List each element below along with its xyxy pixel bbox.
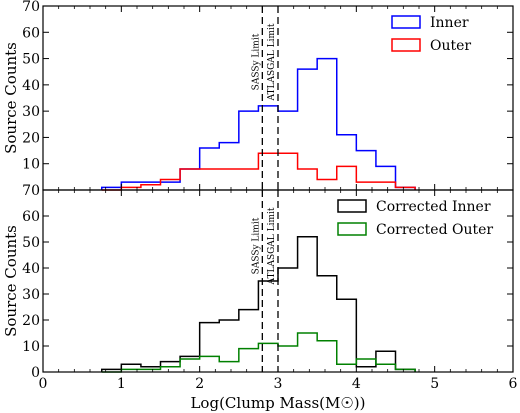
xtick-label: 5 [430, 376, 439, 392]
bottom-histogram-corrected-outer [101, 332, 416, 373]
xtick-label: 1 [117, 376, 126, 392]
top-limit-label-0: SASSy Limit [251, 33, 261, 90]
bottom-ytick-label: 40 [22, 261, 40, 277]
xtick-label: 4 [352, 376, 361, 392]
top-ytick-label: 30 [22, 104, 40, 120]
bottom-legend-label: Corrected Inner [376, 199, 491, 215]
top-legend-swatch-inner [391, 15, 421, 29]
top-histogram-outer [101, 152, 416, 191]
bottom-ytick-label: 20 [22, 313, 40, 329]
bottom-axes-frame [42, 189, 514, 373]
bottom-legend-label: Corrected Outer [376, 222, 493, 238]
xtick-label: 3 [274, 376, 283, 392]
bottom-histogram-corrected-inner [101, 236, 416, 372]
bottom-legend-swatch-corrected-outer [337, 222, 367, 236]
xtick-label: 6 [509, 376, 518, 392]
top-legend-label: Inner [430, 15, 469, 31]
bottom-ytick-label: 60 [22, 209, 40, 225]
top-ytick-label: 10 [22, 157, 40, 173]
bottom-limit-label-1: ATLASGAL Limit [267, 207, 277, 285]
top-ytick-label: 60 [22, 25, 40, 41]
xlabel: Log(Clump Mass(M☉)) [190, 394, 365, 412]
bottom-ytick-label: 0 [31, 365, 40, 381]
top-ytick-label: 70 [22, 183, 40, 199]
top-legend-swatch-outer [391, 38, 421, 52]
top-ylabel: Source Counts [2, 42, 20, 154]
bottom-ytick-label: 10 [22, 339, 40, 355]
top-ytick-label: 40 [22, 78, 40, 94]
bottom-ylabel: Source Counts [2, 225, 20, 337]
top-limit-label-1: ATLASGAL Limit [267, 23, 277, 101]
xtick-label: 2 [195, 376, 204, 392]
bottom-limit-label-0: SASSy Limit [251, 217, 261, 274]
top-histogram-inner [101, 57, 416, 190]
xtick-label: 0 [39, 376, 48, 392]
top-ytick-label: 20 [22, 130, 40, 146]
top-ytick-label: 50 [22, 52, 40, 68]
top-ytick-label: 70 [22, 0, 40, 15]
bottom-ytick-label: 50 [22, 235, 40, 251]
bottom-ytick-label: 30 [22, 287, 40, 303]
bottom-legend-swatch-corrected-inner [337, 199, 367, 213]
top-legend-label: Outer [430, 38, 471, 54]
